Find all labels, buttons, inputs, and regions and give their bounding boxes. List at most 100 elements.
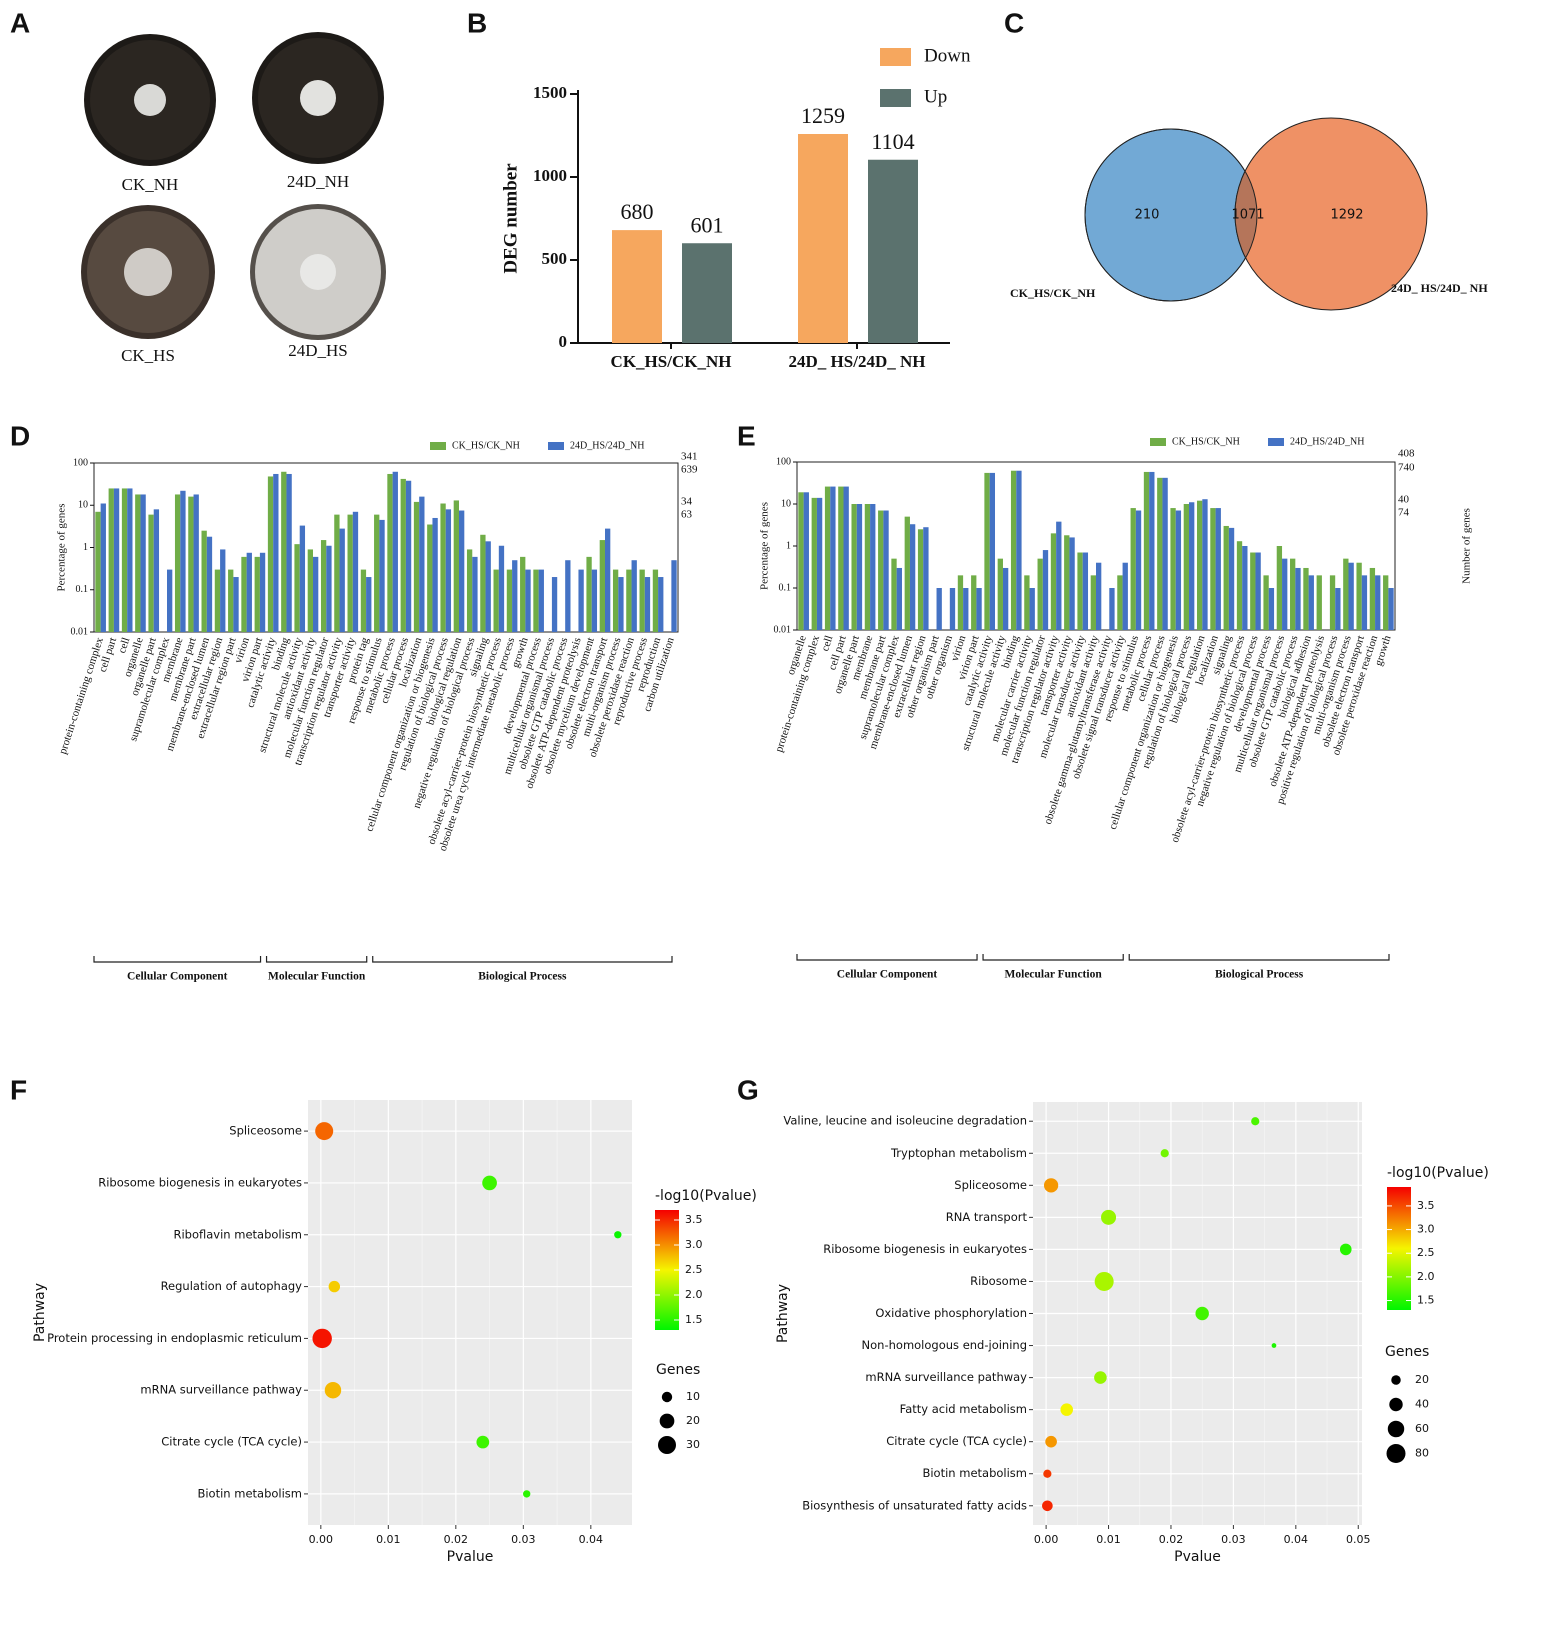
bar	[121, 488, 128, 632]
bar	[233, 577, 239, 632]
set-outline	[1084, 128, 1258, 302]
y-tick-label: 100	[73, 457, 88, 468]
y-tick-label: Biosynthesis of unsaturated fatty acids	[802, 1498, 1027, 1512]
y-tick-label: Ribosome biogenesis in eukaryotes	[98, 1175, 302, 1189]
size-key	[1391, 1375, 1401, 1385]
y-axis-label: Percentage of genes	[56, 504, 68, 592]
bar	[1276, 546, 1283, 630]
y-axis-label: Pathway	[32, 1283, 48, 1342]
bar	[1135, 510, 1142, 630]
bar	[1348, 562, 1354, 630]
bar	[639, 569, 645, 632]
bar	[1236, 541, 1243, 630]
colorbar-label: 3.5	[685, 1213, 703, 1226]
bar	[1157, 477, 1163, 630]
bar	[153, 509, 160, 632]
right-label: 63	[681, 509, 693, 521]
panel-a: A CK_NH 24D_NH CK_HS 24D_HS	[10, 7, 386, 365]
bar	[612, 569, 619, 632]
venn-count: 1292	[1330, 208, 1363, 223]
bar	[870, 504, 876, 630]
bubble	[1101, 1209, 1117, 1225]
size-label: 30	[686, 1438, 700, 1451]
bar	[140, 494, 146, 632]
bar	[578, 569, 584, 632]
bar	[400, 478, 406, 632]
x-tick-label: protein-containing complex	[57, 636, 106, 756]
bar	[1082, 552, 1089, 630]
bar	[1175, 510, 1182, 630]
bar	[520, 556, 526, 632]
y-axis-label: DEG number	[500, 163, 521, 274]
venn: 210 1071 1292 CK_HS/CK_NH 24D_ HS/24D_ NH	[1010, 117, 1488, 311]
bar	[1343, 558, 1349, 630]
bar	[379, 519, 385, 632]
bar	[347, 514, 353, 632]
legend-label: Up	[924, 86, 947, 107]
bar	[1170, 508, 1176, 630]
bar	[1268, 588, 1275, 630]
size-key	[658, 1436, 676, 1454]
bar	[851, 504, 857, 630]
x-tick-label: 0.02	[444, 1533, 469, 1546]
y-tick-label: Riboflavin metabolism	[173, 1227, 302, 1241]
bar	[108, 488, 114, 632]
group-label: Biological Process	[478, 971, 567, 983]
bar	[896, 567, 902, 630]
bar	[360, 569, 367, 632]
bubble	[476, 1435, 490, 1449]
bar	[682, 243, 732, 343]
bar	[1042, 550, 1049, 630]
y-tick-label: 0.01	[774, 624, 792, 635]
data-label: 601	[691, 212, 724, 237]
bar	[334, 514, 340, 632]
bar	[618, 577, 624, 632]
bar	[472, 556, 478, 632]
bar	[1361, 575, 1368, 630]
y-tick-label: 0	[559, 332, 568, 351]
size-key	[1389, 1397, 1403, 1412]
x-tick-label: 0.01	[1096, 1533, 1121, 1546]
bar	[917, 529, 924, 630]
colorbar-label: 1.5	[685, 1313, 703, 1326]
x-tick-label: 0.01	[376, 1533, 401, 1546]
legend-title: Genes	[656, 1362, 700, 1378]
colorbar-label: 2.5	[1417, 1246, 1435, 1259]
bar	[413, 501, 420, 632]
venn-count: 210	[1135, 208, 1160, 223]
x-tick-label: 0.00	[1034, 1533, 1059, 1546]
size-label: 40	[1415, 1398, 1429, 1411]
group-bracket	[265, 956, 368, 963]
legend-swatch	[1150, 438, 1166, 446]
bar	[1077, 552, 1083, 630]
bar	[127, 488, 133, 632]
bar	[445, 509, 452, 632]
bar	[1295, 567, 1301, 630]
bar	[843, 486, 849, 630]
bar	[1242, 546, 1248, 630]
bar	[923, 527, 929, 630]
bar	[605, 528, 611, 632]
y-tick-label: 0.1	[779, 582, 792, 593]
size-key	[1387, 1420, 1405, 1438]
bar	[1010, 470, 1017, 630]
bar	[453, 500, 459, 632]
legend-label: CK_HS/CK_NH	[452, 440, 520, 451]
bar	[1196, 500, 1203, 630]
bar	[1308, 575, 1314, 630]
bar	[803, 492, 809, 630]
legend-swatch	[430, 442, 446, 450]
bar	[135, 494, 141, 632]
bar	[626, 569, 632, 632]
y-tick-label: 1	[83, 542, 88, 553]
bar	[538, 569, 544, 632]
bar	[1064, 535, 1070, 630]
dish-label: 24D_HS	[288, 341, 348, 360]
plot-panel	[308, 1100, 632, 1525]
dish-label: CK_HS	[121, 346, 175, 365]
bar	[180, 490, 186, 632]
bar	[1130, 508, 1136, 630]
bar	[392, 471, 398, 632]
bar	[267, 476, 274, 632]
group-bracket	[1128, 954, 1390, 961]
